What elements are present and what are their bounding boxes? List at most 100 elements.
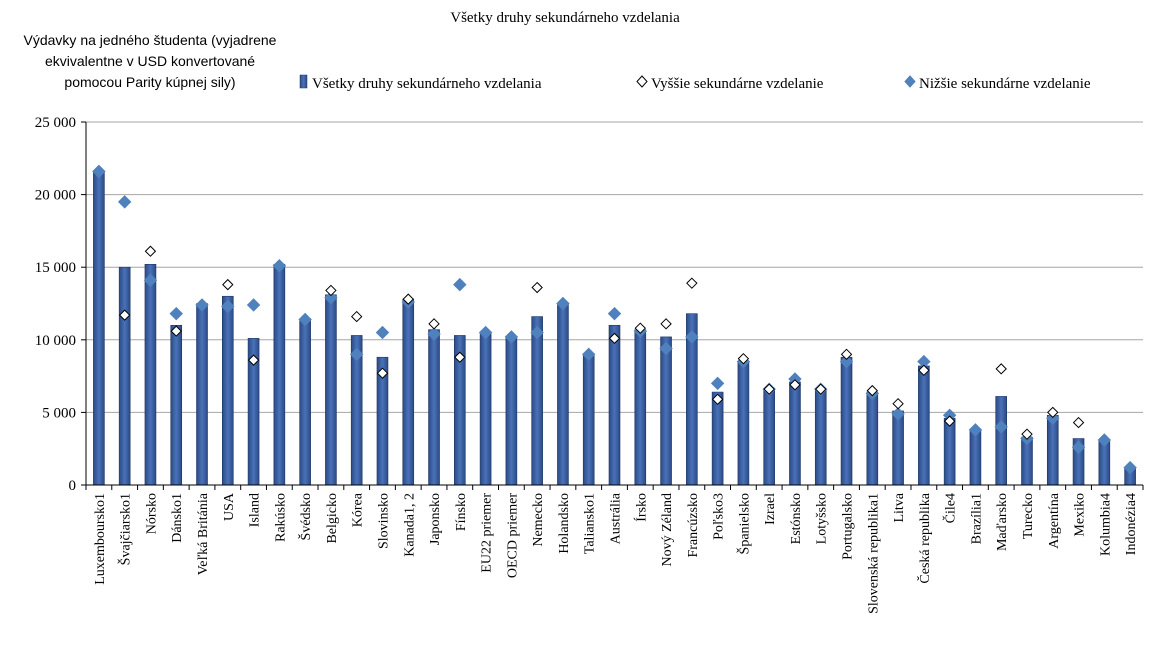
bar bbox=[814, 388, 827, 486]
category-label: Švédsko bbox=[297, 493, 314, 540]
upper-secondary-point bbox=[428, 318, 440, 330]
legend: Všetky druhy sekundárneho vzdelania Vyšš… bbox=[299, 74, 1091, 92]
category-label: Mexiko bbox=[1073, 493, 1088, 537]
upper-secondary-point bbox=[247, 354, 260, 366]
lower-secondary-point bbox=[427, 327, 441, 341]
lower-secondary-point bbox=[1046, 411, 1060, 425]
y-tick-labels: 0 5 000 10 000 15 000 20 000 25 000 bbox=[35, 115, 86, 494]
y-tick-label: 15 000 bbox=[35, 260, 76, 276]
bar bbox=[428, 329, 440, 486]
category-label: Fínsko bbox=[454, 493, 469, 531]
upper-secondary-point bbox=[325, 284, 337, 297]
category-label: Austrália bbox=[609, 492, 624, 544]
upper-secondary-point bbox=[660, 318, 672, 330]
category-label: Česká republika bbox=[916, 492, 933, 583]
upper-secondary-point bbox=[918, 364, 930, 376]
bar bbox=[969, 429, 982, 486]
gridlines bbox=[86, 121, 1143, 413]
lower-secondary-point bbox=[530, 325, 544, 340]
legend-label-all: Všetky druhy sekundárneho vzdelania bbox=[312, 76, 542, 92]
lower-secondary-point bbox=[246, 298, 261, 312]
legend-swatch-lower bbox=[904, 75, 916, 88]
lower-secondary-point bbox=[221, 299, 235, 314]
category-label: Portugalsko bbox=[841, 493, 856, 560]
category-label: Argentína bbox=[1047, 492, 1062, 549]
category-label: Nórsko bbox=[144, 493, 159, 534]
upper-secondary-point bbox=[1047, 406, 1059, 419]
lower-secondary-point bbox=[1097, 433, 1112, 447]
bar bbox=[840, 356, 853, 486]
lower-secondary-point bbox=[195, 298, 209, 312]
category-label: Maďarsko bbox=[995, 493, 1010, 551]
upper-secondary-point bbox=[686, 277, 698, 289]
category-label: Holandsko bbox=[557, 493, 572, 554]
category-label: Slovenská republika1 bbox=[866, 493, 881, 614]
lower-secondary-point bbox=[685, 330, 699, 344]
lower-secondary-point bbox=[504, 330, 519, 344]
lower-secondary-point bbox=[298, 312, 312, 327]
bar bbox=[608, 324, 621, 486]
upper-secondary-point bbox=[943, 415, 956, 427]
upper-secondary-markers bbox=[118, 245, 1085, 440]
category-label: Čile4 bbox=[942, 493, 959, 523]
upper-secondary-point bbox=[350, 310, 363, 323]
bar bbox=[634, 329, 647, 486]
lower-secondary-point bbox=[349, 347, 364, 362]
category-label: Estónsko bbox=[789, 493, 804, 544]
lower-secondary-point bbox=[143, 273, 158, 287]
lower-secondary-point bbox=[839, 354, 854, 369]
y-tick-label: 20 000 bbox=[35, 188, 76, 204]
category-label: Slovinsko bbox=[376, 493, 391, 549]
category-label: Veľká Británia bbox=[196, 492, 211, 575]
upper-secondary-point bbox=[118, 309, 131, 321]
lower-secondary-point bbox=[659, 341, 673, 356]
lower-secondary-point bbox=[324, 290, 338, 305]
category-label: Nemecko bbox=[531, 493, 546, 547]
legend-swatch-bar bbox=[299, 74, 308, 89]
lower-secondary-point bbox=[556, 296, 570, 311]
category-label: Švajčiarsko1 bbox=[117, 493, 134, 565]
lower-secondary-markers bbox=[92, 164, 1137, 475]
bar bbox=[144, 263, 157, 486]
lower-secondary-point bbox=[169, 306, 183, 321]
y-tick-label: 5 000 bbox=[42, 405, 76, 421]
bar bbox=[943, 417, 956, 486]
category-label: Kolumbia4 bbox=[1098, 493, 1113, 556]
upper-secondary-point bbox=[376, 367, 389, 379]
bar bbox=[892, 410, 904, 486]
upper-secondary-point bbox=[763, 383, 775, 395]
lower-secondary-point bbox=[117, 195, 132, 209]
y-axis-label-line-3: pomocou Parity kúpnej sily) bbox=[64, 74, 235, 90]
legend-label-lower: Nižšie sekundárne vzdelanie bbox=[919, 76, 1091, 92]
upper-secondary-point bbox=[454, 351, 466, 363]
lower-secondary-point bbox=[582, 347, 596, 362]
bar bbox=[93, 171, 105, 486]
lower-secondary-point bbox=[1123, 460, 1137, 475]
upper-secondary-point bbox=[737, 352, 750, 365]
lower-secondary-point bbox=[968, 423, 983, 437]
y-axis-label-line-2: ekvivalentne v USD konvertované bbox=[45, 53, 255, 69]
lower-secondary-point bbox=[891, 407, 905, 421]
bar bbox=[479, 332, 492, 486]
category-label: Írsko bbox=[632, 493, 649, 522]
bar bbox=[170, 324, 183, 486]
category-label: Izrael bbox=[763, 493, 778, 525]
category-label: Francúzsko bbox=[686, 493, 701, 558]
category-label: EU22 priemer bbox=[480, 493, 495, 573]
axes bbox=[85, 122, 1144, 490]
bar bbox=[866, 391, 879, 486]
bar bbox=[711, 391, 724, 486]
bar bbox=[763, 388, 775, 486]
lower-secondary-point bbox=[375, 325, 390, 340]
category-label: Lotyšsko bbox=[815, 493, 830, 544]
bar bbox=[789, 381, 801, 486]
lower-secondary-point bbox=[92, 164, 106, 179]
chart-title: Všetky druhy sekundárneho vzdelania bbox=[450, 10, 680, 26]
category-label: Rakúsko bbox=[273, 493, 288, 542]
y-tick-label: 25 000 bbox=[35, 115, 76, 131]
bar bbox=[221, 295, 234, 486]
legend-label-upper: Vyššie sekundárne vzdelanie bbox=[651, 76, 824, 92]
bar bbox=[118, 266, 131, 486]
legend-swatch-upper bbox=[636, 75, 648, 88]
